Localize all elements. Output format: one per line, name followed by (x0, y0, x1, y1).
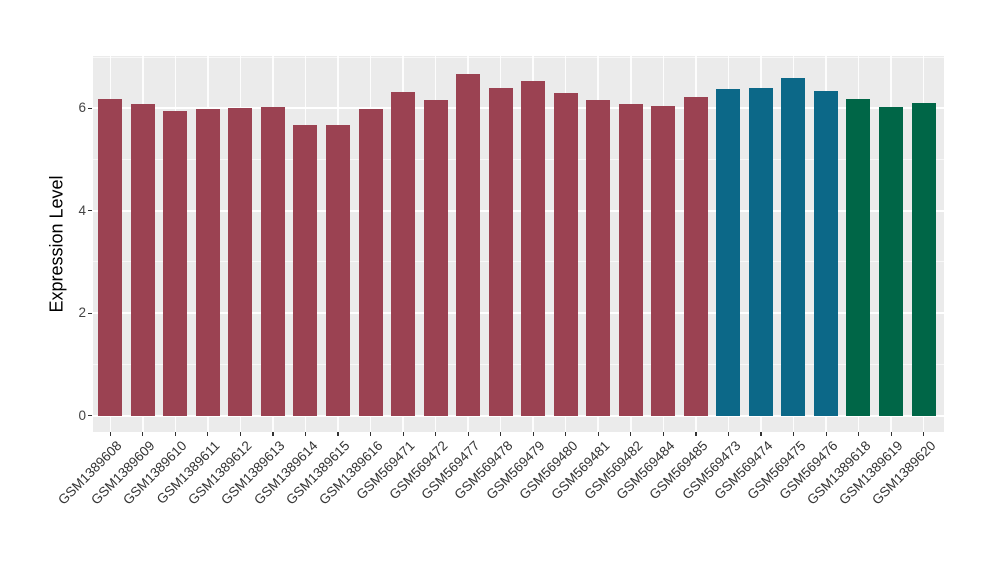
x-tick-mark (760, 432, 762, 436)
gridline-minor-y1 (93, 363, 944, 365)
gridline-major-y0 (93, 414, 944, 417)
x-tick-mark (369, 432, 372, 436)
x-tick-mark (792, 432, 795, 436)
gridline-major-y4 (93, 209, 944, 212)
x-tick-mark (923, 432, 925, 436)
x-tick-mark (174, 432, 176, 436)
x-tick-mark (402, 432, 404, 436)
bars-container (94, 56, 940, 432)
y-tick-mark (88, 312, 92, 314)
x-tick-mark (207, 432, 209, 436)
x-tick-mark (825, 432, 827, 436)
bar-slot (615, 56, 648, 432)
bar-GSM569480 (553, 93, 578, 416)
y-tick-mark (88, 107, 92, 109)
bar-slot (484, 56, 517, 432)
x-tick-mark (662, 432, 664, 436)
bar-GSM1389615 (325, 125, 350, 416)
bar-slot (387, 56, 420, 432)
plot-panel (93, 56, 944, 432)
bar-GSM1389619 (879, 106, 904, 416)
bar-GSM569477 (456, 74, 481, 416)
gridline-minor-y7 (93, 56, 944, 58)
bar-GSM569478 (488, 88, 513, 416)
x-tick-mark (630, 432, 632, 436)
y-tick-mark (88, 210, 92, 212)
x-tick-mark (467, 432, 469, 436)
x-tick-mark (239, 432, 241, 436)
bar-GSM1389610 (163, 111, 188, 416)
bar-slot (354, 56, 387, 432)
bar-slot (745, 56, 778, 432)
bar-slot (810, 56, 843, 432)
bar-slot (842, 56, 875, 432)
x-tick-mark (597, 432, 599, 436)
bar-slot (875, 56, 908, 432)
bar-GSM569479 (521, 81, 546, 416)
bar-GSM1389608 (98, 99, 123, 416)
bar-slot (322, 56, 355, 432)
gridline-minor-y5 (93, 159, 944, 160)
x-tick-mark (727, 432, 730, 436)
bar-GSM1389618 (846, 99, 871, 416)
y-tick-mark (88, 414, 92, 417)
bar-GSM569476 (813, 90, 838, 416)
x-tick-mark (272, 432, 274, 436)
y-tick-label: 6 (78, 100, 86, 116)
bar-slot (419, 56, 452, 432)
x-tick-mark (890, 432, 892, 436)
bar-GSM569485 (683, 96, 708, 416)
x-tick-mark (695, 432, 697, 436)
bar-slot (582, 56, 615, 432)
x-tick-mark (435, 432, 437, 436)
bar-GSM569471 (391, 92, 416, 416)
bar-slot (680, 56, 713, 432)
gridline-major-y2 (93, 312, 944, 315)
bar-GSM1389613 (260, 106, 285, 416)
y-tick-label: 2 (78, 305, 86, 321)
bar-GSM569472 (423, 99, 448, 416)
bar-slot (127, 56, 160, 432)
bar-GSM569482 (618, 104, 643, 416)
y-tick-label: 4 (78, 202, 86, 218)
y-axis-title: Expression Level (46, 175, 67, 313)
bar-slot (159, 56, 192, 432)
bar-slot (94, 56, 127, 432)
bar-GSM569481 (586, 100, 611, 416)
x-tick-mark (500, 432, 502, 436)
bar-GSM569475 (781, 78, 806, 416)
bar-slot (257, 56, 290, 432)
bar-GSM1389609 (130, 104, 155, 416)
bar-GSM569484 (651, 105, 676, 416)
x-tick-mark (532, 432, 534, 436)
bar-slot (647, 56, 680, 432)
bar-GSM1389612 (228, 107, 253, 416)
bar-slot (549, 56, 582, 432)
x-tick-mark (142, 432, 144, 436)
gridline-minor-y3 (93, 261, 944, 263)
bar-slot (224, 56, 257, 432)
bar-GSM1389616 (358, 109, 383, 416)
bar-GSM569474 (748, 87, 773, 416)
bar-GSM569473 (716, 89, 741, 416)
y-tick-label: 0 (78, 407, 86, 423)
x-tick-mark (565, 432, 567, 436)
x-tick-mark (109, 432, 111, 436)
bar-slot (517, 56, 550, 432)
gridline-major-y6 (93, 107, 944, 110)
bar-GSM1389611 (195, 108, 220, 416)
x-tick-mark (337, 432, 339, 436)
bar-slot (192, 56, 225, 432)
bar-slot (289, 56, 322, 432)
bar-GSM1389620 (911, 102, 936, 416)
x-tick-mark (858, 432, 860, 436)
bar-slot (712, 56, 745, 432)
x-tick-mark (304, 432, 307, 436)
bar-slot (777, 56, 810, 432)
bar-slot (452, 56, 485, 432)
bar-slot (907, 56, 940, 432)
bar-GSM1389614 (293, 125, 318, 416)
